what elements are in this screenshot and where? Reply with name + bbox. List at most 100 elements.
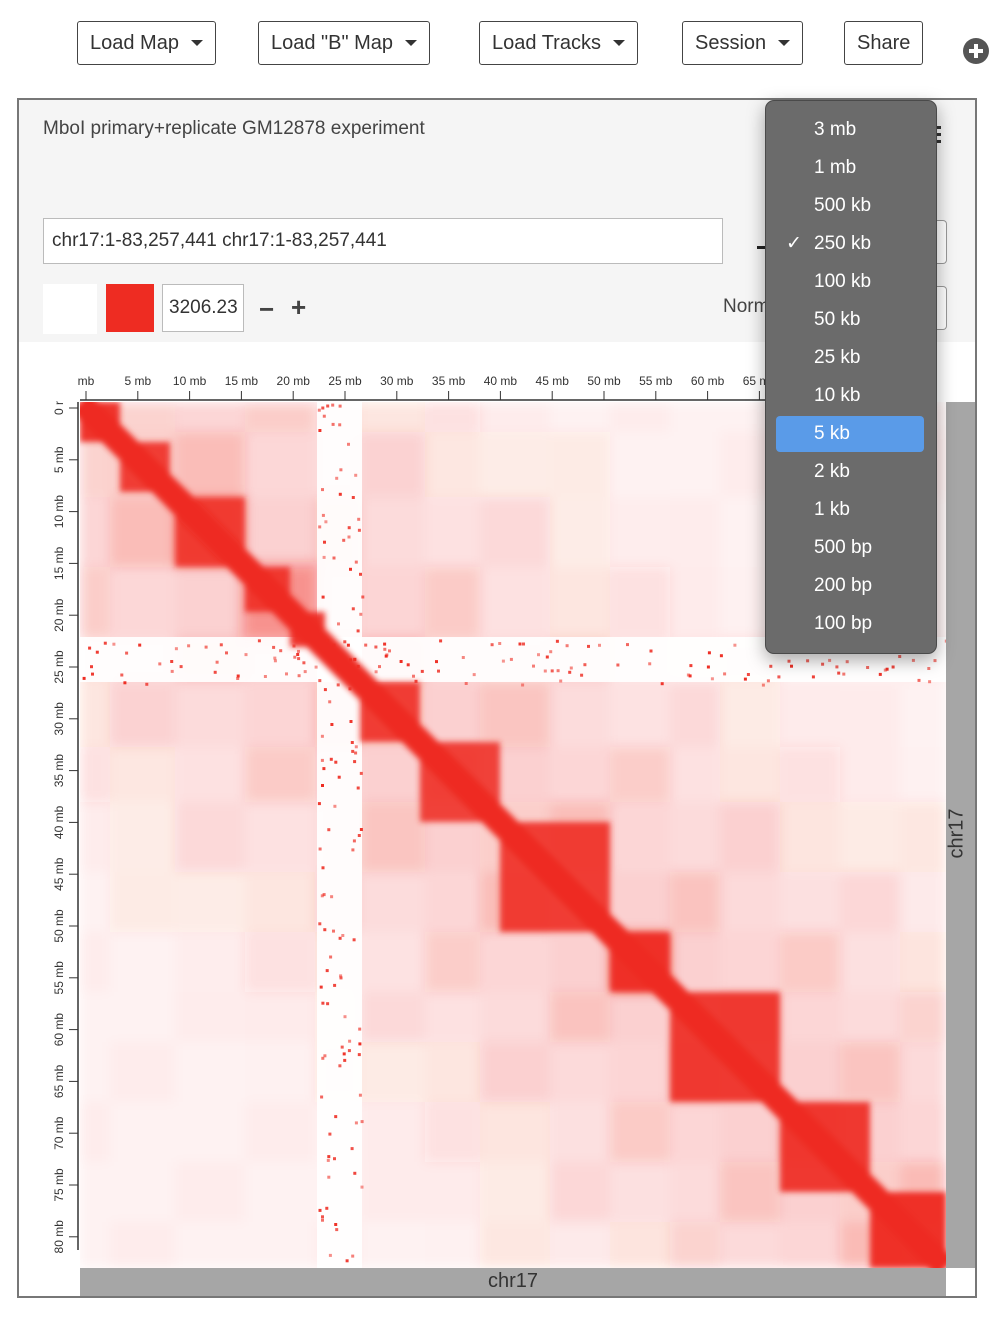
resolution-option[interactable]: 10 kb [776,378,924,414]
contact-block [720,872,780,932]
contact-dot [353,760,357,764]
contact-dot [766,679,770,683]
contact-block [360,1222,425,1268]
resolution-option[interactable]: 50 kb [776,302,924,338]
resolution-option-label: 5 kb [814,423,850,444]
contact-block [360,872,425,932]
contact-dot [568,670,572,674]
resolution-option[interactable]: 100 bp [776,606,924,642]
resolution-option[interactable]: 1 kb [776,492,924,528]
resolution-option-label: 500 kb [814,195,872,216]
contact-block [175,1102,245,1162]
color-max-input[interactable] [162,284,244,332]
resolution-option-label: 250 kb [814,233,872,254]
contact-dot [170,669,174,673]
contact-dot [359,572,362,576]
contact-block [840,802,900,872]
contact-dot [112,642,116,646]
contact-dot [314,665,318,669]
plus-circle-icon[interactable] [963,38,989,64]
contact-dot [555,639,559,643]
contact-block [80,682,110,747]
load-tracks-button[interactable]: Load Tracks [479,21,638,65]
resolution-option-label: 2 kb [814,461,850,482]
contact-block [610,1162,670,1222]
contact-dot [343,1015,347,1019]
color-swatch-low[interactable] [43,284,97,334]
resolution-option[interactable]: 2 kb [776,454,924,490]
contact-dot [357,834,361,837]
resolution-option-label: 100 kb [814,271,872,292]
color-decrease-button[interactable]: − [259,294,275,324]
resolution-option-label: 1 kb [814,499,850,520]
contact-dot [323,688,327,692]
contact-block [360,1102,425,1162]
resolution-option[interactable]: 100 kb [776,264,924,300]
resolution-option[interactable]: 25 kb [776,340,924,376]
resolution-option[interactable]: 1 mb [776,150,924,186]
contact-dot [769,664,773,668]
contact-dot [339,974,343,978]
checkmark-icon: ✓ [786,233,802,254]
contact-block [670,567,720,637]
contact-block [110,992,175,1042]
resolution-option-label: 200 bp [814,575,873,596]
contact-dot [347,535,351,539]
contact-dot [285,672,288,676]
contact-dot [378,665,381,669]
contact-dot [174,647,178,651]
session-label: Session [695,31,767,54]
contact-block [80,802,110,872]
contact-block [245,1102,315,1162]
color-increase-button[interactable]: + [291,292,307,322]
contact-dot [329,955,333,959]
contact-block [425,872,480,932]
contact-dot [279,649,283,653]
y-tick-label: 10 mb [52,495,66,529]
contact-block [480,497,550,567]
contact-block [670,432,720,497]
contact-dot [321,649,325,653]
share-button[interactable]: Share [844,21,924,65]
contact-dot [626,643,629,647]
contact-dot [297,657,301,661]
resolution-dropdown-menu: 3 mb 1 mb 500 kb ✓ 250 kb 100 kb 50 kb 25 kb 10 … [765,100,937,654]
contact-block [360,402,425,432]
contact-block [900,1102,946,1162]
contact-block [425,402,480,432]
session-button[interactable]: Session [682,21,804,65]
contact-dot [352,938,356,942]
contact-dot [933,659,937,663]
contact-dot [332,643,336,647]
contact-block [245,682,315,747]
contact-dot [761,683,765,687]
y-tick-label: 35 mb [52,754,66,788]
y-tick-label: 55 mb [52,961,66,995]
color-swatch-high[interactable] [106,284,154,332]
contact-dot [330,723,334,726]
load-b-map-button[interactable]: Load "B" Map [258,21,431,65]
contact-dot [648,662,652,666]
contact-dot [358,1093,362,1097]
contact-map[interactable] [80,402,946,1268]
locus-input[interactable] [43,218,723,264]
hamburger-icon[interactable] [933,126,941,147]
resolution-option[interactable]: ✓ 250 kb [776,226,924,262]
contact-block [80,992,110,1042]
contact-dot [321,1001,325,1005]
contact-dot [292,644,296,648]
resolution-option[interactable]: 500 bp [776,530,924,566]
y-tick-label: 40 mb [52,805,66,839]
x-tick-label: 5 mb [124,374,151,388]
contact-block [480,1162,550,1222]
chevron-down-icon [405,40,418,46]
contact-block [900,1042,946,1102]
contact-dot [898,655,902,658]
resolution-option[interactable]: 3 mb [776,112,924,148]
resolution-option[interactable]: 200 bp [776,568,924,604]
resolution-option[interactable]: 5 kb [776,416,924,452]
load-map-button[interactable]: Load Map [77,21,216,65]
resolution-option[interactable]: 500 kb [776,188,924,224]
contact-dot [616,663,620,667]
contact-block [175,1042,245,1102]
